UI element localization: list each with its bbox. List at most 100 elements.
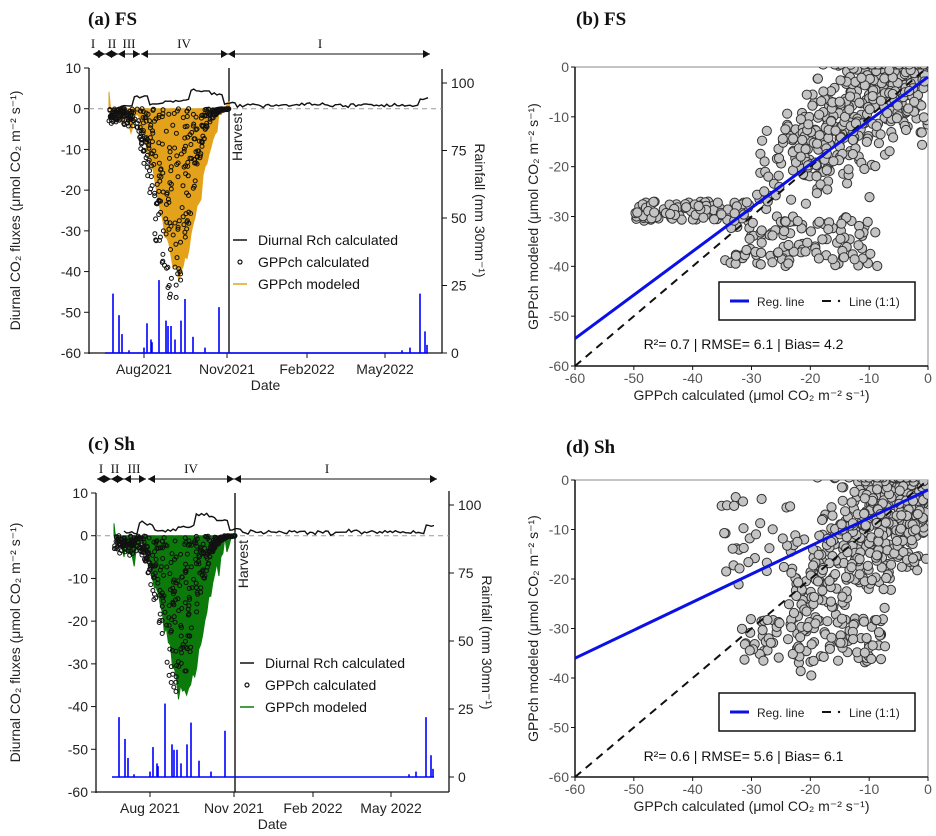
gpp-calculated-point [152, 570, 158, 576]
gpp-calculated-point [163, 231, 169, 237]
gpp-calculated-point [149, 151, 155, 157]
gpp-calculated-point [181, 149, 187, 154]
gpp-calculated-point [116, 535, 122, 541]
gpp-calculated-point [199, 143, 205, 149]
phase-arrowhead-left [111, 475, 118, 483]
data-point [884, 146, 895, 157]
data-point [786, 194, 797, 205]
gpp-calculated-point [156, 188, 162, 194]
data-point [808, 560, 819, 571]
gpp-calculated-point [170, 591, 176, 597]
gpp-calculated-point [210, 109, 216, 115]
data-point [896, 561, 908, 573]
legend-label: GPPch calculated [258, 254, 369, 270]
gpp-calculated-point [186, 193, 191, 198]
data-point [812, 576, 824, 587]
gpp-calculated-point [158, 174, 164, 180]
data-point [814, 130, 825, 141]
data-point [878, 584, 889, 595]
gpp-calculated-point [160, 107, 166, 113]
points-group [716, 480, 928, 681]
gpp-calculated-point [131, 546, 137, 552]
gpp-calculated-point [164, 622, 170, 628]
gpp-calculated-point [182, 638, 188, 644]
data-point [879, 641, 891, 652]
gpp-calculated-point [139, 106, 145, 112]
data-point [788, 246, 799, 257]
data-point [778, 561, 790, 573]
gpp-calculated-point [165, 285, 171, 290]
data-point [783, 239, 794, 251]
y-tick-label: -20 [549, 159, 569, 175]
gpp-calculated-point [196, 138, 202, 144]
gpp-calculated-point [174, 162, 180, 167]
gpp-calculated-point [147, 566, 153, 572]
gpp-calculated-point [153, 539, 159, 545]
data-point [920, 553, 928, 564]
data-point [879, 602, 890, 614]
y-tick-label: 10 [65, 60, 81, 76]
gpp-calculated-point [153, 153, 159, 159]
gpp-calculated-point [183, 143, 188, 149]
data-point [847, 134, 859, 146]
data-point [840, 572, 852, 583]
gpp-calculated-point [181, 146, 187, 152]
gpp-calculated-point [175, 596, 181, 602]
gpp-calculated-point [114, 546, 120, 552]
data-point [812, 138, 823, 149]
data-point [824, 575, 835, 587]
gpp-calculated-point [143, 555, 149, 561]
one-to-one-line [574, 479, 929, 778]
gpp-calculated-point [152, 118, 157, 124]
gpp-calculated-point [141, 160, 147, 166]
gpp-calculated-point [214, 540, 219, 546]
data-point [836, 482, 848, 493]
gpp-calculated-point [184, 123, 190, 129]
data-point [737, 496, 749, 507]
data-point [912, 508, 923, 520]
gpp-calculated-point [156, 160, 162, 166]
gpp-calculated-point [160, 170, 166, 176]
gpp-calculated-point [193, 114, 199, 120]
data-point [741, 197, 752, 208]
gpp-calculated-point [174, 108, 180, 114]
data-point [802, 237, 813, 248]
data-point [879, 73, 890, 84]
gpp-calculated-point [207, 116, 213, 122]
gpp-calculated-point [207, 119, 213, 125]
gpp-calculated-point [147, 118, 152, 124]
gpp-calculated-point [195, 148, 201, 154]
gpp-calculated-point [185, 173, 191, 179]
y-tick-label: -60 [549, 769, 569, 785]
data-point [864, 480, 874, 483]
phase-label: IV [177, 36, 191, 51]
y-tick-label: 0 [73, 101, 81, 117]
phase-arrowhead-right [423, 50, 430, 58]
y-tick-label: -40 [68, 699, 88, 715]
gpp-calculated-point [164, 190, 170, 196]
y-tick-label: -40 [549, 258, 569, 274]
gpp-calculated-point [117, 542, 123, 548]
gpp-calculated-point [150, 128, 155, 134]
gpp-calculated-point [129, 106, 135, 112]
gpp-calculated-point [172, 145, 178, 151]
data-point [859, 508, 870, 519]
gpp-calculated-point [186, 585, 192, 591]
gpp-calculated-point [150, 107, 156, 113]
regression-line [574, 75, 929, 340]
y-axis-label: Diurnal CO₂ fluxes (μmol CO₂ m⁻² s⁻¹) [7, 523, 23, 763]
data-point [764, 543, 775, 554]
gpp-calculated-point [178, 271, 184, 277]
data-point [741, 244, 752, 256]
data-point [862, 560, 874, 572]
data-point [755, 518, 766, 529]
data-point [827, 510, 838, 521]
data-point [870, 161, 881, 172]
data-point [875, 95, 887, 106]
data-point [822, 616, 833, 627]
gpp-calculated-point [152, 231, 158, 237]
panel-title: (d) Sh [566, 437, 616, 458]
x-tick-label: -20 [800, 781, 820, 797]
gpp-calculated-point [160, 251, 166, 257]
data-point [918, 112, 928, 123]
